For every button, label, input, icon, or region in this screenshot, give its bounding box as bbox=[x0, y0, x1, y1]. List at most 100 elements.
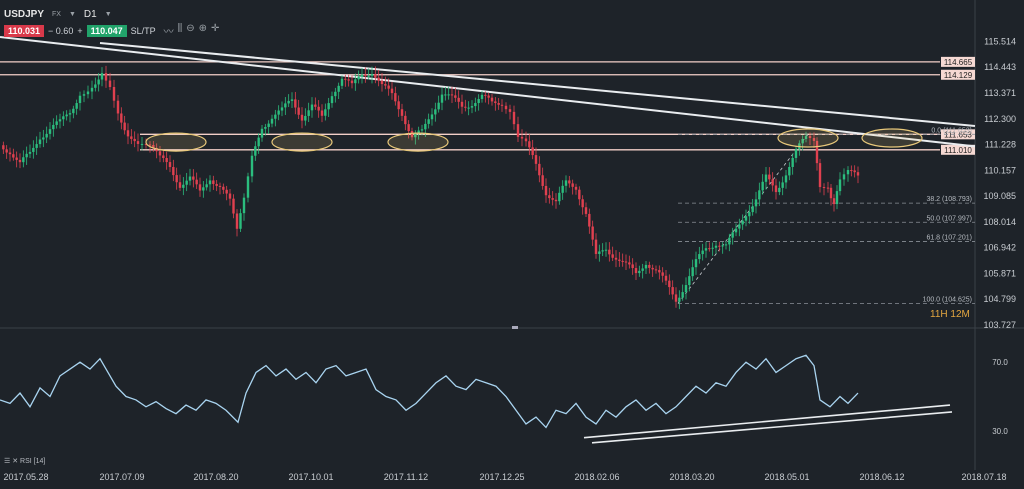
candle-body bbox=[239, 213, 242, 229]
candle-body bbox=[397, 101, 400, 110]
candle-body bbox=[192, 176, 195, 180]
candle-body bbox=[457, 97, 460, 102]
candle-body bbox=[480, 94, 484, 99]
candle-body bbox=[86, 91, 90, 95]
level-label: 111.010 bbox=[944, 146, 972, 155]
zoom-out-icon[interactable]: ⊖ bbox=[186, 23, 195, 34]
candle-body bbox=[430, 114, 434, 120]
candle-body bbox=[347, 79, 350, 81]
x-tick-label: 2017.07.09 bbox=[99, 472, 144, 482]
bid-button[interactable]: 110.031 bbox=[4, 24, 45, 37]
candle-body bbox=[350, 80, 354, 84]
candle-body bbox=[631, 264, 634, 269]
y-tick-label: 112.300 bbox=[984, 114, 1016, 124]
candle-body bbox=[497, 103, 500, 105]
candle-body bbox=[140, 143, 144, 145]
candle-body bbox=[287, 100, 290, 104]
symbol-label[interactable]: USDJPY bbox=[4, 8, 45, 20]
candle-body bbox=[175, 175, 178, 183]
candle-body bbox=[58, 119, 62, 122]
candle-body bbox=[225, 189, 228, 194]
y-tick-label: 114.443 bbox=[984, 62, 1016, 72]
candle-body bbox=[628, 262, 631, 265]
timeframe-label[interactable]: D1 bbox=[83, 8, 97, 20]
candle-body bbox=[634, 268, 638, 274]
chevron-down-icon[interactable]: ▼ bbox=[104, 10, 112, 18]
candle-body bbox=[444, 94, 447, 96]
candle-body bbox=[172, 166, 175, 176]
candle-body bbox=[437, 102, 440, 110]
candle-body bbox=[5, 149, 8, 153]
candle-body bbox=[68, 113, 72, 115]
fib-label: 38.2 (108.793) bbox=[926, 196, 972, 203]
candle-body bbox=[8, 152, 12, 155]
tf-month[interactable]: 12M bbox=[950, 309, 970, 320]
candle-body bbox=[574, 186, 578, 190]
candle-body bbox=[571, 183, 574, 187]
candle-body bbox=[367, 75, 370, 77]
candle-body bbox=[598, 251, 601, 254]
crosshair-icon[interactable]: ✛ bbox=[211, 23, 220, 34]
candle-body bbox=[307, 110, 310, 116]
candle-body bbox=[714, 245, 718, 248]
candle-body bbox=[327, 103, 330, 110]
x-tick-label: 2018.07.18 bbox=[961, 472, 1006, 482]
candle-body bbox=[202, 187, 205, 191]
y-tick-label: 104.799 bbox=[983, 294, 1016, 304]
bar-tool-icon[interactable]: ⫼ bbox=[177, 23, 183, 34]
level-label: 111.653 bbox=[944, 130, 972, 139]
candle-body bbox=[512, 111, 516, 125]
candle-body bbox=[82, 94, 86, 96]
trendline-lower bbox=[99, 41, 976, 127]
candle-body bbox=[822, 187, 826, 189]
candle-body bbox=[815, 140, 819, 164]
candle-body bbox=[317, 106, 320, 111]
candle-body bbox=[558, 192, 561, 202]
market-label: FX bbox=[52, 10, 61, 18]
candle-body bbox=[516, 124, 520, 137]
candle-body bbox=[487, 95, 490, 98]
candle-body bbox=[500, 104, 504, 106]
candle-body bbox=[25, 153, 28, 158]
zone-ellipse bbox=[777, 128, 839, 148]
timeframe-toggle[interactable]: 11H 12M bbox=[930, 309, 970, 320]
ask-button[interactable]: 110.047 bbox=[86, 24, 127, 37]
rsi-indicator-label[interactable]: ☰ ✕ RSI [14] bbox=[4, 458, 46, 465]
candle-body bbox=[126, 130, 130, 137]
x-tick-label: 2018.05.01 bbox=[764, 472, 809, 482]
candle-body bbox=[671, 287, 674, 295]
candle-body bbox=[684, 285, 688, 293]
candle-body bbox=[638, 270, 641, 274]
fib-label: 0.0 (111.653) bbox=[931, 127, 972, 134]
x-tick-label: 2017.05.28 bbox=[3, 472, 48, 482]
candle-body bbox=[404, 115, 407, 125]
candle-body bbox=[856, 172, 860, 176]
sltp-button[interactable]: SL/TP bbox=[130, 25, 156, 36]
candle-body bbox=[832, 198, 836, 205]
tf-hour[interactable]: 11H bbox=[930, 309, 948, 320]
candle-body bbox=[62, 116, 65, 120]
candle-body bbox=[22, 157, 25, 163]
candle-body bbox=[568, 180, 571, 184]
candle-body bbox=[494, 101, 497, 104]
candle-body bbox=[490, 97, 494, 102]
candle-body bbox=[48, 129, 52, 134]
candle-body bbox=[108, 80, 112, 87]
candle-body bbox=[528, 141, 531, 148]
line-tool-icon[interactable]: 〰 bbox=[163, 27, 174, 38]
candle-body bbox=[320, 110, 324, 116]
candle-body bbox=[195, 179, 198, 185]
candle-body bbox=[340, 78, 344, 86]
candle-body bbox=[758, 190, 761, 200]
candle-body bbox=[377, 77, 380, 81]
chevron-down-icon[interactable]: ▼ bbox=[68, 10, 76, 18]
candle-body bbox=[761, 181, 764, 191]
zoom-in-icon[interactable]: ⊕ bbox=[198, 23, 208, 34]
candle-body bbox=[842, 174, 846, 180]
candle-body bbox=[664, 275, 668, 281]
candle-body bbox=[584, 207, 588, 214]
trendline-upper bbox=[0, 35, 976, 148]
rsi-trendline-upper bbox=[583, 404, 951, 439]
candle-body bbox=[768, 174, 771, 180]
